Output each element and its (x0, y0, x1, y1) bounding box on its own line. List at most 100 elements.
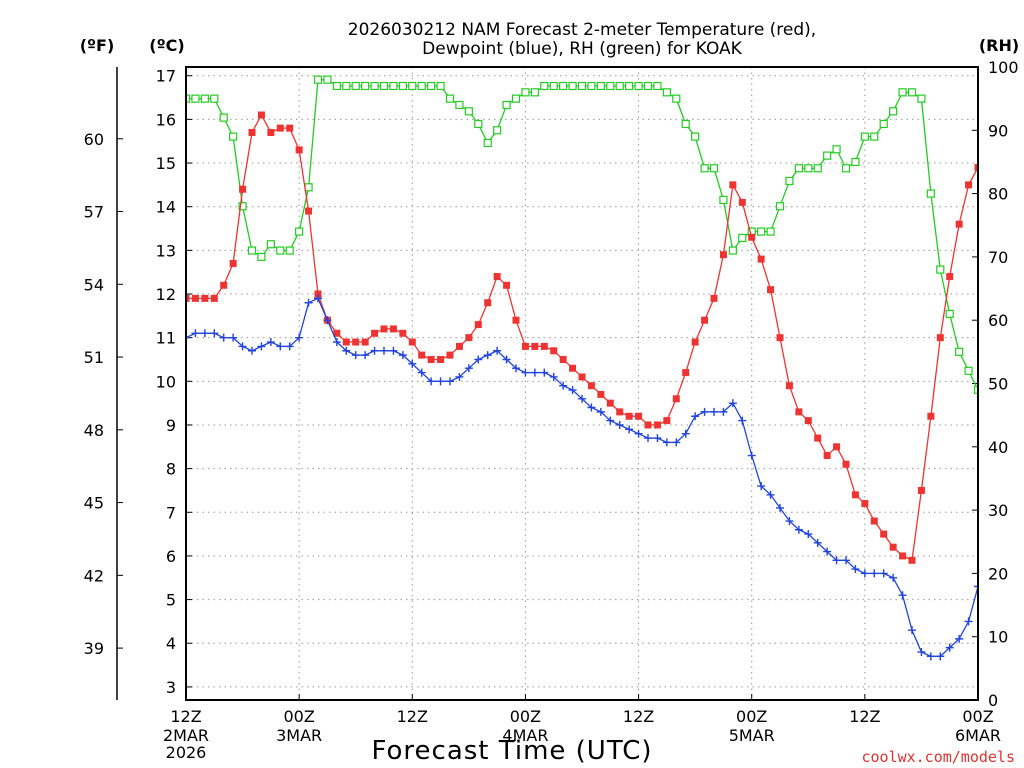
temperature-point (540, 342, 548, 350)
temperature-point (597, 390, 605, 398)
dewpoint-point (615, 420, 624, 429)
rh-point (540, 81, 549, 91)
series-dewpoint (186, 294, 978, 661)
temperature-point (257, 111, 265, 119)
rh-point (832, 145, 841, 154)
dewpoint-point (323, 316, 332, 325)
dewpoint-point (200, 329, 209, 338)
temperature-point (785, 382, 793, 390)
temperature-point (927, 412, 935, 420)
rh-point (0, 323, 7, 330)
fahrenheit-tick-label: 54 (84, 275, 104, 294)
celsius-tick-label: 7 (166, 503, 176, 522)
temperature-point (352, 338, 360, 346)
celsius-tick-label: 8 (166, 460, 176, 479)
dewpoint-point (229, 333, 238, 342)
temperature-point (239, 185, 247, 193)
rh-point (917, 94, 926, 103)
temperature-point (965, 181, 973, 189)
grid-lines (185, 67, 979, 700)
temperature-point (220, 281, 228, 289)
time-tick-label-line2: 2MAR (163, 726, 209, 745)
dewpoint-point (625, 425, 634, 434)
rh-point (955, 347, 964, 356)
dewpoint-point (587, 403, 596, 412)
rh-point (653, 81, 662, 91)
series-clip-group (0, 75, 978, 661)
rh-point (219, 113, 228, 122)
rh-tick-label: 40 (988, 438, 1008, 457)
dewpoint-point (427, 377, 436, 386)
rh-point (681, 119, 690, 129)
dewpoint-point (238, 342, 247, 351)
dewpoint-point (898, 591, 907, 600)
celsius-unit-label: (ºC) (149, 36, 184, 55)
celsius-tick-label: 4 (166, 634, 176, 653)
temperature-point (521, 342, 529, 350)
dewpoint-point (813, 538, 822, 547)
temperature-point (889, 543, 897, 551)
dewpoint-point (653, 434, 662, 443)
rh-point (351, 81, 360, 91)
rh-point (757, 227, 766, 236)
temperature-point (578, 373, 586, 381)
rh-point (464, 107, 473, 116)
temperature-point (682, 369, 690, 377)
dewpoint-point (606, 416, 615, 425)
rh-point (568, 81, 577, 91)
dewpoint-point (879, 569, 888, 578)
dewpoint-point (917, 647, 926, 656)
dewpoint-point (530, 368, 539, 377)
temperature-point (186, 294, 190, 302)
temperature-point (616, 408, 624, 416)
rh-point (186, 94, 191, 103)
temperature-point (267, 128, 275, 136)
rh-point (332, 81, 341, 91)
rh-point (936, 265, 945, 274)
dewpoint-point (908, 626, 916, 635)
temperature-point (418, 351, 426, 359)
rh-point (370, 81, 379, 91)
dewpoint-point (964, 617, 973, 626)
series-rh (0, 75, 978, 394)
rh-point (379, 81, 389, 91)
temperature-point (701, 316, 709, 324)
plot-frame (185, 66, 979, 701)
rh-point (587, 81, 596, 91)
dewpoint-point (578, 394, 586, 403)
series-temperature (186, 111, 978, 564)
fahrenheit-unit-label: (ºF) (80, 36, 115, 55)
rh-point (615, 81, 624, 91)
dewpoint-point (889, 573, 898, 582)
dewpoint-point (681, 429, 690, 438)
dewpoint-point (644, 434, 652, 443)
celsius-tick-label: 17 (156, 67, 176, 86)
temperature-point (427, 355, 435, 363)
dewpoint-point (691, 412, 700, 421)
rh-point (643, 81, 653, 91)
time-tick-label-line1: 12Z (170, 707, 201, 726)
temperature-point (587, 382, 595, 390)
dewpoint-point (464, 364, 473, 373)
time-tick-label-line1: 12Z (623, 707, 654, 726)
rh-point (493, 126, 502, 135)
rh-tick-label: 100 (988, 58, 1019, 77)
series-layer (0, 75, 978, 661)
temperature-point (729, 181, 737, 189)
temperature-point (455, 342, 463, 350)
rh-point (841, 164, 851, 173)
temperature-point (210, 294, 218, 302)
temperature-point (361, 338, 369, 346)
rh-point (813, 164, 822, 173)
temperature-point (408, 338, 416, 346)
dewpoint-point (955, 634, 964, 643)
rh-point (342, 81, 351, 91)
celsius-tick-label: 14 (156, 198, 176, 217)
rh-point (389, 81, 398, 91)
dewpoint-point (361, 351, 370, 360)
celsius-axis: 3 4 5 6 7 8 9 10 11 12 13 14 15 16 17 (156, 67, 192, 697)
temperature-point (635, 412, 643, 420)
dewpoint-point (776, 503, 784, 512)
dewpoint-point (823, 547, 832, 556)
rh-point (285, 246, 294, 255)
